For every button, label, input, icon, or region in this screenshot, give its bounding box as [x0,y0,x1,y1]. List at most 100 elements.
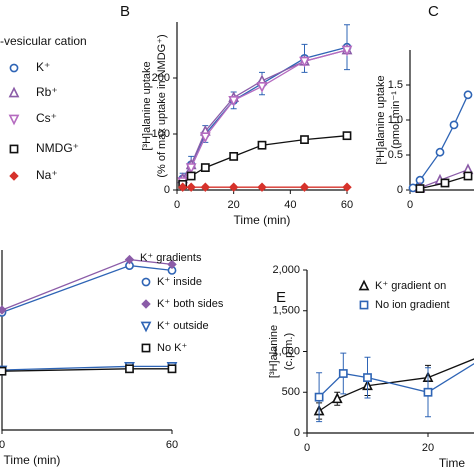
legend-title: -vesicular cation [0,34,87,48]
x-tick-label: 0 [174,199,180,211]
point [185,163,197,174]
point [314,392,324,402]
y-tick-label: 0 [294,427,300,439]
point [9,63,19,73]
series-line [412,94,469,189]
x-axis-label: Time (min) [4,453,61,467]
y-tick-label: 200 [152,72,170,84]
point [331,392,343,404]
legend-label: K⁺ gradient on [375,280,446,292]
series-line [182,49,348,180]
point [186,171,196,181]
panel-label: B [120,3,130,20]
y-tick-label: 0 [164,184,170,196]
point [299,182,310,192]
point [9,144,19,154]
y-axis-label: [³H]alanine uptake [141,61,153,150]
x-axis-label: Time (min) [234,213,291,227]
point [358,279,370,291]
x-tick-label: 20 [228,199,240,211]
x-tick-label: 20 [422,442,434,454]
point [141,277,151,287]
point [186,182,196,192]
point [228,96,240,107]
point [300,135,309,144]
point [0,305,7,315]
point [199,132,211,144]
point [167,259,177,270]
x-tick-label: 0 [0,439,5,451]
legend-label: No K⁺ [157,342,187,354]
point [359,300,369,310]
panel-label: C [428,3,439,20]
x-tick-label: 40 [284,199,296,211]
axes [409,50,474,191]
point [423,387,433,397]
panel-label: E [276,289,286,306]
point [435,147,445,157]
y-tick-label: 2,000 [272,264,300,276]
x-tick-label: 0 [407,199,413,211]
point [342,182,352,192]
point [0,366,7,376]
legend-label: K⁺ both sides [157,298,224,310]
point [408,183,418,193]
point [8,114,20,126]
point [463,171,473,181]
y-tick-label: 0.5 [388,149,403,161]
point [342,131,352,141]
point [9,171,19,181]
point [449,120,459,130]
legend-label: Rb⁺ [36,85,58,99]
y-axis-label: (% of max uptake in NMDG⁺) [156,34,168,177]
y-axis-label: [³H]alanine [268,325,280,378]
x-tick-label: 60 [341,199,353,211]
point [140,321,152,333]
series-line [182,49,348,182]
legend-title: K⁺ gradients [140,252,202,264]
point [228,182,239,192]
point [463,90,473,100]
point [338,369,348,378]
y-tick-label: 1,500 [272,305,300,317]
y-tick-label: 1.0 [388,114,403,126]
series-line [318,358,474,412]
legend-label: Na⁺ [36,168,58,182]
y-tick-label: 500 [282,386,300,398]
legend-label: No ion gradient [375,299,450,311]
point [363,373,372,382]
y-tick-label: 100 [152,128,170,140]
y-tick-label: 1,000 [272,345,300,357]
point [415,184,425,193]
point [200,182,211,192]
y-axis-label: (c.p.m.) [283,333,295,370]
point [257,140,267,150]
series-line [182,46,348,180]
y-axis-label: [³H]alanine uptake [375,75,387,164]
point [256,82,268,93]
y-tick-label: 1.5 [388,79,403,91]
legend-label: K⁺ outside [157,320,209,332]
point [125,364,134,374]
point [341,45,353,57]
legend-label: NMDG⁺ [36,141,79,155]
point [440,178,450,188]
y-axis-label: (pmol min⁻¹ [390,91,402,149]
x-tick-label: 0 [304,442,310,454]
legend-label: K⁺ [36,60,50,74]
point [167,364,177,374]
legend-label: Cs⁺ [36,111,57,125]
point [141,343,151,353]
point [141,299,151,309]
point [8,86,20,98]
x-tick-label: 60 [166,439,178,451]
point [200,163,210,172]
point [299,56,310,68]
point [177,182,188,192]
axes [306,270,474,434]
point [124,254,135,265]
point [229,152,239,161]
x-axis-label: Time [439,456,466,470]
y-tick-label: 0 [397,184,403,196]
